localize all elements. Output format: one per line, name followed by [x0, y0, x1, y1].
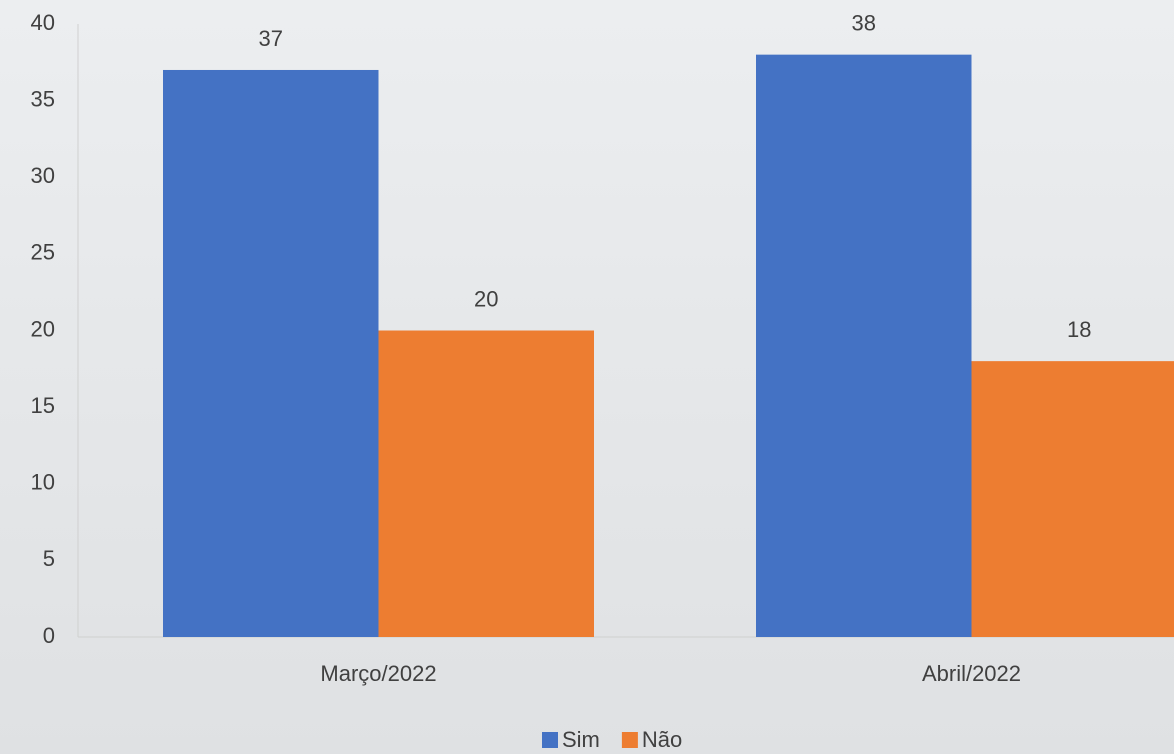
y-tick-label: 0	[43, 623, 55, 648]
legend-swatch	[621, 732, 638, 748]
y-tick-label: 5	[43, 546, 55, 571]
y-tick-label: 40	[31, 10, 55, 35]
data-label: 20	[474, 286, 498, 311]
y-tick-label: 25	[31, 240, 55, 265]
bar	[163, 69, 379, 638]
legend-label: Não	[642, 727, 682, 752]
x-tick-label: Março/2022	[320, 661, 436, 686]
y-tick-label: 10	[31, 470, 55, 495]
y-tick-label: 15	[31, 393, 55, 418]
bar	[756, 54, 972, 637]
data-label: 37	[259, 26, 283, 51]
y-tick-label: 35	[31, 86, 55, 111]
y-tick-label: 20	[31, 316, 55, 341]
legend-label: Sim	[562, 727, 600, 752]
data-label: 18	[1067, 317, 1091, 342]
bar	[971, 361, 1174, 637]
bar	[378, 330, 594, 637]
x-tick-label: Abril/2022	[922, 661, 1021, 686]
legend-swatch	[542, 732, 558, 748]
y-tick-label: 30	[31, 163, 55, 188]
data-label: 38	[852, 10, 876, 35]
